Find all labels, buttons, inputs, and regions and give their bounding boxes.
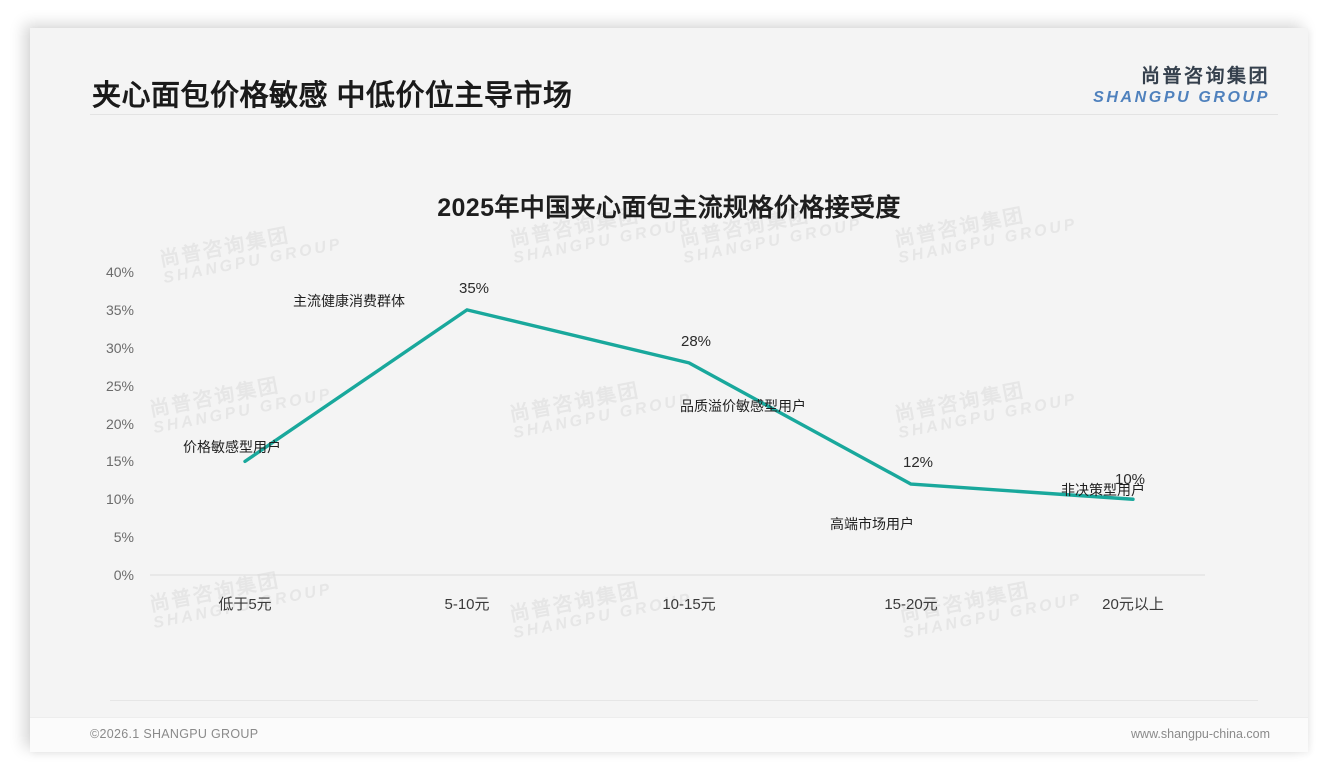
data-point-value-label: 35%: [459, 279, 490, 297]
x-axis-tick-label: 5-10元: [444, 596, 490, 613]
data-point-value-label: 12%: [903, 454, 934, 472]
y-axis-tick-label: 30%: [105, 339, 134, 356]
series-annotation-label: 主流健康消费群体: [293, 293, 405, 309]
series-annotation-label: 品质溢价敏感型用户: [680, 398, 806, 414]
brand-logo: 尚普咨询集团 SHANGPU GROUP: [1093, 61, 1270, 107]
slide-card: 尚普咨询集团 SHANGPU GROUP 尚普咨询集团 SHANGPU GROU…: [30, 28, 1308, 752]
y-axis-tick-label: 35%: [105, 301, 134, 318]
chart-title: 2025年中国夹心面包主流规格价格接受度: [437, 194, 901, 222]
page-title: 夹心面包价格敏感 中低价位主导市场: [92, 80, 573, 112]
x-axis-tick-label: 低于5元: [218, 596, 272, 613]
notes-divider: [110, 700, 1258, 701]
series-annotation-label: 非决策型用户: [1061, 482, 1145, 498]
slide-header: 夹心面包价格敏感 中低价位主导市场 尚普咨询集团 SHANGPU GROUP: [30, 28, 1308, 116]
x-axis-tick-label: 10-15元: [662, 596, 716, 613]
y-axis-tick-label: 5%: [113, 529, 134, 546]
chart-svg: [150, 308, 1205, 576]
data-series-line: [243, 308, 1135, 501]
series-annotation-label: 高端市场用户: [830, 516, 914, 532]
data-point-value-label: 10%: [1115, 471, 1146, 489]
data-point-value-label: 28%: [681, 332, 712, 350]
series-annotation-label: 价格敏感型用户: [183, 439, 281, 455]
logo-text-en: SHANGPU GROUP: [1093, 89, 1270, 106]
y-axis-tick-label: 40%: [105, 264, 134, 280]
x-axis-tick-label: 20元以上: [1102, 596, 1164, 613]
header-divider: [90, 114, 1278, 115]
y-axis-tick-label: 25%: [105, 377, 134, 394]
x-axis-tick-label: 15-20元: [884, 596, 938, 613]
logo-text-cn: 尚普咨询集团: [1140, 66, 1270, 87]
y-axis-tick-label: 15%: [105, 453, 134, 470]
y-axis-tick-label: 20%: [105, 415, 134, 432]
chart-plot-area: 40% 35% 30% 25% 20% 15% 10% 5% 0% 低于5元 5-10元 10-15元…: [30, 28, 1308, 752]
footer-bar: ©2026.1 SHANGPU GROUP www.shangpu-china.…: [30, 717, 1308, 752]
copyright-text: ©2026.1 SHANGPU GROUP: [90, 727, 259, 741]
y-axis-tick-label: 0%: [113, 567, 134, 583]
website-link[interactable]: www.shangpu-china.com: [1131, 727, 1270, 741]
y-axis-tick-label: 10%: [105, 491, 134, 508]
